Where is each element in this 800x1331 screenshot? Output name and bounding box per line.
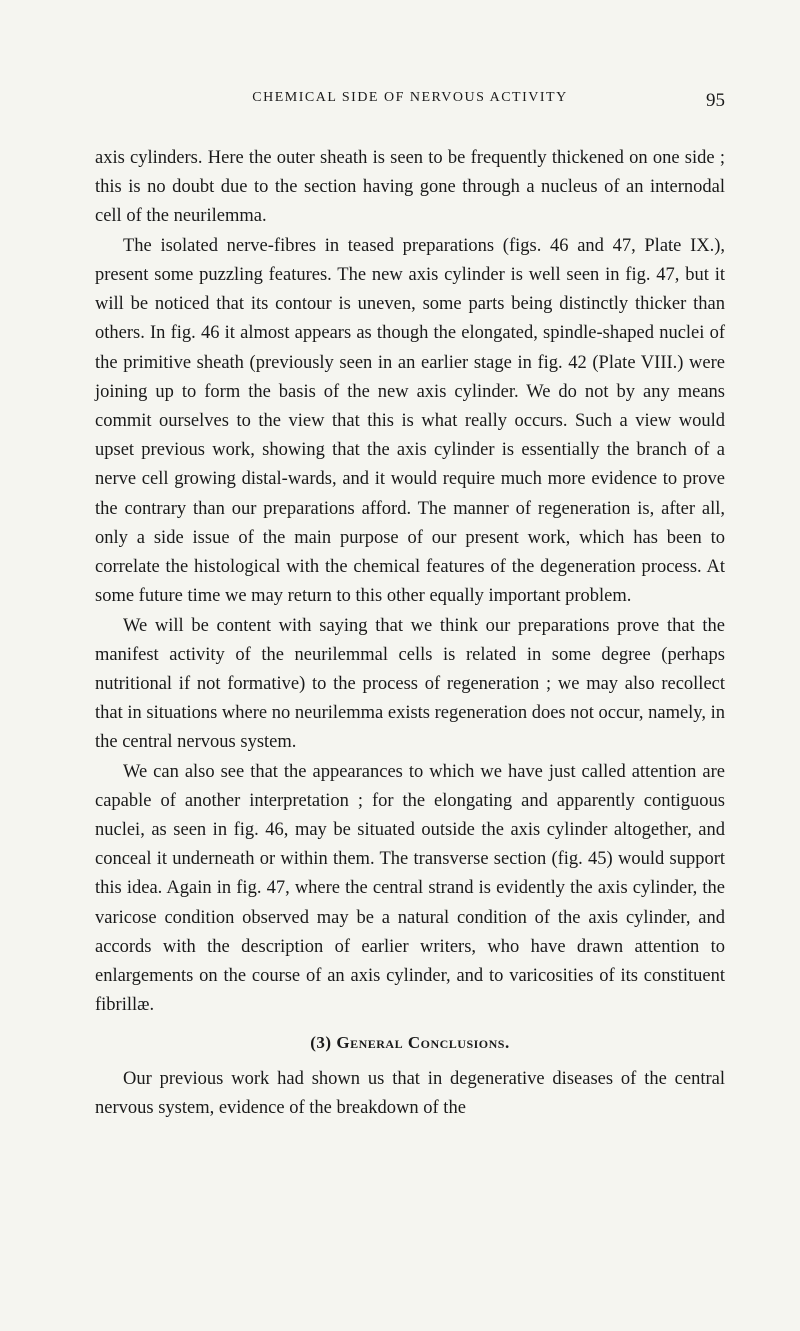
section-title: General Conclusions. bbox=[336, 1033, 509, 1052]
section-heading: (3) General Conclusions. bbox=[95, 1033, 725, 1053]
body-paragraph-4: We can also see that the appearances to … bbox=[95, 758, 725, 1021]
body-paragraph-5: Our previous work had shown us that in d… bbox=[95, 1065, 725, 1123]
page-number: 95 bbox=[706, 90, 725, 112]
body-paragraph-3: We will be content with saying that we t… bbox=[95, 612, 725, 758]
running-head: CHEMICAL SIDE OF NERVOUS ACTIVITY bbox=[95, 90, 725, 106]
body-paragraph-2: The isolated nerve-fibres in teased prep… bbox=[95, 232, 725, 612]
page-header: CHEMICAL SIDE OF NERVOUS ACTIVITY 95 bbox=[95, 90, 725, 106]
body-paragraph-1: axis cylinders. Here the outer sheath is… bbox=[95, 144, 725, 232]
section-number: (3) bbox=[310, 1033, 331, 1052]
